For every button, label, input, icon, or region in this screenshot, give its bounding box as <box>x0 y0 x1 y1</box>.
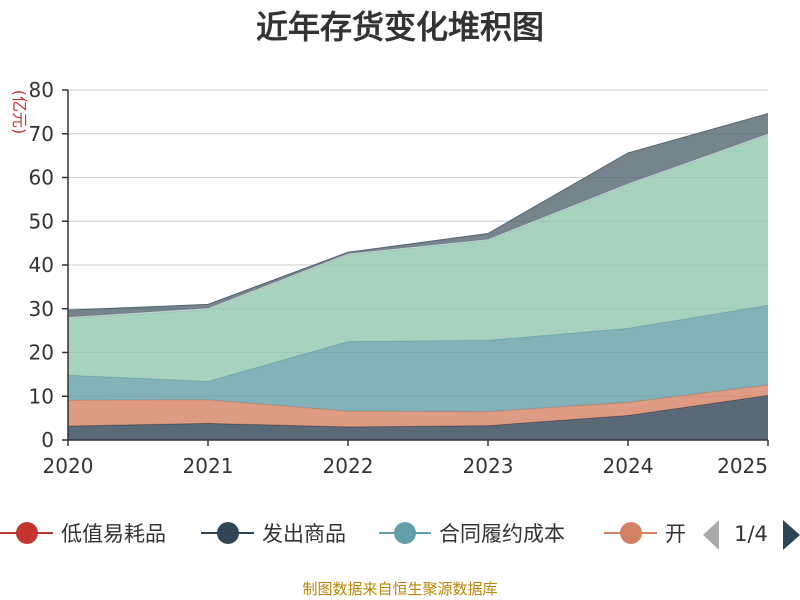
x-tick-label: 2024 <box>603 454 654 478</box>
y-tick-label: 30 <box>29 297 54 321</box>
y-tick-label: 20 <box>29 341 54 365</box>
x-tick-label: 2020 <box>43 454 94 478</box>
y-tick-label: 40 <box>29 253 54 277</box>
legend-next-page-icon[interactable] <box>783 520 800 550</box>
legend: 低值易耗品 发出商品 合同履约成本 开 1/4 <box>0 520 800 550</box>
y-tick-label: 70 <box>29 122 54 146</box>
legend-marker <box>16 522 38 544</box>
legend-prev-page-icon[interactable] <box>703 520 719 550</box>
source-note: 制图数据来自恒生聚源数据库 <box>302 580 497 598</box>
legend-label: 发出商品 <box>262 522 346 546</box>
area-2 <box>68 384 768 427</box>
y-tick-label: 60 <box>29 166 54 190</box>
y-tick-label: 50 <box>29 209 54 233</box>
legend-item[interactable]: 合同履约成本 <box>379 522 565 546</box>
legend-marker <box>620 522 642 544</box>
area-1 <box>68 395 768 440</box>
y-tick-label: 10 <box>29 384 54 408</box>
legend-item[interactable]: 发出商品 <box>201 522 346 546</box>
legend-label: 低值易耗品 <box>61 522 166 546</box>
y-unit-label: (亿元) <box>10 90 29 135</box>
series-line-6 <box>67 113 769 311</box>
legend-item[interactable]: 低值易耗品 <box>0 522 166 546</box>
legend-label: 开 <box>665 522 686 546</box>
legend-label: 合同履约成本 <box>439 522 565 546</box>
area-6 <box>68 113 768 318</box>
x-tick-label: 2023 <box>463 454 514 478</box>
legend-marker <box>394 522 416 544</box>
series-areas <box>67 113 769 440</box>
axes: 0 10 20 30 40 50 60 70 80 2020 2021 2022 2023 2024 202… <box>29 78 769 478</box>
legend-page-indicator: 1/4 <box>734 522 768 546</box>
x-tick-label: 2022 <box>323 454 374 478</box>
y-tick-label: 0 <box>41 428 54 452</box>
legend-marker <box>217 522 239 544</box>
area-4 <box>68 135 768 382</box>
x-tick-label: 2021 <box>183 454 234 478</box>
x-tick-label: 2025 <box>717 454 768 478</box>
chart-title: 近年存货变化堆积图 <box>256 8 544 46</box>
legend-item[interactable]: 开 <box>604 522 686 546</box>
y-tick-label: 80 <box>29 78 54 102</box>
